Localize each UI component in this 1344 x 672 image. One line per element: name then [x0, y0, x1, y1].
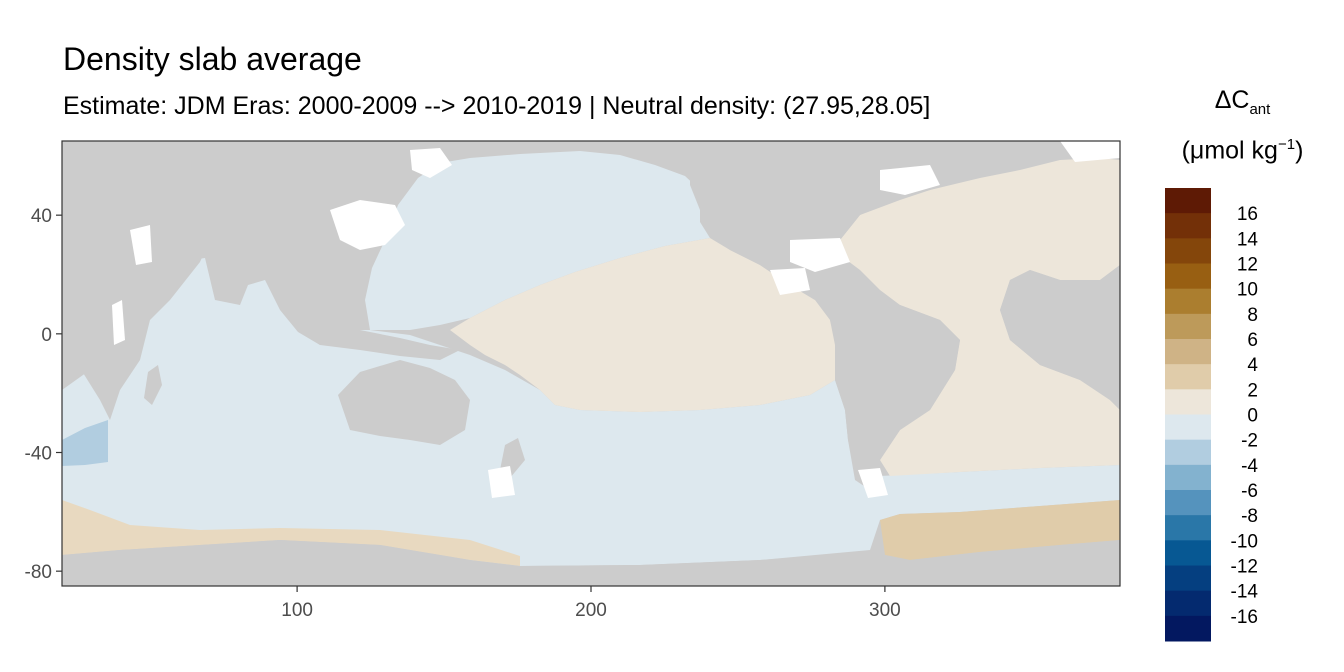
- nodata-caribbean: [790, 238, 850, 272]
- ocean-north-pacific: [365, 151, 710, 330]
- legend-bin: [1165, 590, 1211, 617]
- legend-bin: [1165, 339, 1211, 365]
- legend-bin: [1165, 414, 1211, 441]
- ocean-south-atlantic-band: [880, 465, 1120, 500]
- y-tick-label: 40: [31, 206, 52, 227]
- y-tick-label: 0: [41, 325, 52, 346]
- ocean-southern-rim: [62, 500, 520, 566]
- legend-unit-close: ): [1295, 136, 1304, 165]
- legend-unit-exponent: −1: [1277, 136, 1296, 153]
- land-antarctica: [62, 540, 1120, 586]
- legend-bin: [1165, 565, 1211, 592]
- land-greenland: [960, 141, 1040, 170]
- y-axis: 40 0 -40 -80: [25, 206, 62, 583]
- nodata-kamchatka: [410, 148, 452, 178]
- legend-bin: [1165, 213, 1211, 239]
- legend-bin: [1165, 490, 1211, 516]
- legend-bin: [1165, 313, 1211, 340]
- legend-colorbar: [1165, 188, 1211, 642]
- land-south-america: [830, 300, 960, 490]
- legend-tick-label: -16: [1231, 607, 1258, 628]
- legend-tick-label: 4: [1247, 355, 1258, 376]
- x-tick-label: 100: [281, 600, 313, 621]
- legend-title-variable: ΔCant: [1160, 86, 1325, 118]
- ocean-central-pacific: [450, 238, 835, 412]
- legend-tick-label: -4: [1241, 456, 1258, 477]
- legend-tick-label: 0: [1247, 406, 1258, 427]
- legend-tick-label: 16: [1237, 204, 1258, 225]
- legend-bin: [1165, 439, 1211, 466]
- y-tick-label: -40: [25, 444, 52, 465]
- legend-title-subscript: ant: [1249, 101, 1271, 118]
- ocean-north-atlantic: [840, 158, 1120, 476]
- nodata-red-sea: [130, 225, 152, 265]
- legend-tick-label: -12: [1231, 557, 1258, 578]
- map-panel: [62, 141, 1120, 586]
- legend-bin: [1165, 515, 1211, 541]
- plot-subtitle: Estimate: JDM Eras: 2000-2009 --> 2010-2…: [63, 92, 931, 120]
- legend-title-delta-c: ΔC: [1214, 86, 1250, 114]
- legend-tick-label: 2: [1247, 380, 1258, 401]
- legend-unit-open: (μmol kg: [1181, 136, 1278, 165]
- land-africa: [62, 141, 210, 420]
- plot-title: Density slab average: [63, 41, 362, 77]
- legend-bin: [1165, 364, 1211, 390]
- legend-tick-label: -2: [1241, 431, 1258, 452]
- legend-bin: [1165, 540, 1211, 566]
- x-tick-label: 300: [869, 600, 901, 621]
- legend-bin: [1165, 188, 1211, 214]
- legend-tick-label: 10: [1237, 280, 1258, 301]
- nodata-tasman: [488, 466, 515, 498]
- land-madagascar: [144, 365, 162, 405]
- nodata-arctic: [1060, 141, 1120, 162]
- land-indonesia: [300, 322, 460, 360]
- y-tick-label: -80: [25, 562, 52, 583]
- x-axis: 100 200 300: [281, 586, 901, 621]
- legend-bin: [1165, 288, 1211, 315]
- legend-tick-label: 8: [1247, 305, 1258, 326]
- legend-tick-label: -10: [1231, 531, 1258, 552]
- land-australia: [338, 360, 470, 445]
- legend-bin: [1165, 615, 1211, 642]
- legend-bin: [1165, 238, 1211, 264]
- nodata-patagonia-shelf: [858, 468, 888, 498]
- legend-tick-label: 12: [1237, 255, 1258, 276]
- nodata-hudson: [880, 165, 940, 195]
- land-europe-africa-east: [1000, 160, 1120, 410]
- nodata-patches: [112, 141, 1120, 498]
- legend-tick-label: 14: [1237, 229, 1259, 250]
- x-tick-label: 200: [575, 600, 607, 621]
- ocean-agulhas-patch: [62, 420, 108, 466]
- land-india: [62, 141, 420, 320]
- nodata-east-asia: [330, 200, 405, 250]
- legend-tick-label: 6: [1247, 330, 1258, 351]
- legend-tick-labels: 16 14 12 10 8 6 4 2 0 -2 -4 -6 -8 -10 -12 -14 -16: [1231, 204, 1259, 628]
- nodata-gulf-mexico: [770, 268, 810, 295]
- legend-tick-label: -14: [1231, 582, 1259, 603]
- legend-bin: [1165, 464, 1211, 491]
- ocean-indian-southern: [62, 258, 1120, 566]
- legend-tick-label: -8: [1241, 506, 1258, 527]
- legend-bin: [1165, 389, 1211, 415]
- legend-bin: [1165, 263, 1211, 290]
- legend-tick-label: -6: [1241, 481, 1258, 502]
- nodata-east-africa-coast: [112, 300, 125, 345]
- legend-title-unit: (μmol kg−1): [1160, 136, 1325, 165]
